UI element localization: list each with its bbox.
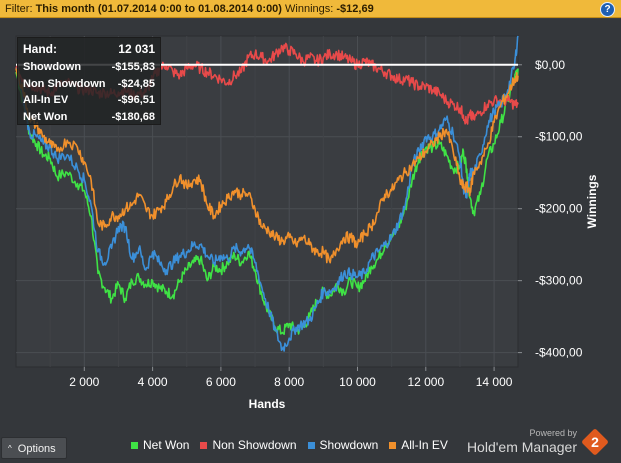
tooltip-row: All-In EV -$96,51 [23, 92, 155, 109]
legend-swatch [131, 441, 138, 449]
tooltip-value: -$180,68 [111, 110, 155, 123]
filter-label: Filter: [5, 3, 33, 15]
legend-label: Showdown [319, 438, 379, 452]
help-icon[interactable]: ? [600, 2, 615, 17]
legend-label: Net Won [143, 438, 190, 452]
series-line-showdown [15, 35, 519, 352]
chart-legend: Net Won Non Showdown Showdown All-In EV [131, 437, 459, 453]
brand-logo: Powered by Hold'em Manager 2 [447, 428, 609, 458]
logo-number: 2 [591, 434, 599, 450]
winnings-label: Winnings: [285, 3, 334, 15]
filter-bar: Filter: This month (01.07.2014 0:00 to 0… [0, 0, 621, 18]
legend-item[interactable]: Showdown [307, 438, 379, 452]
tooltip-label: Non Showdown [23, 77, 106, 90]
tooltip-label: Hand: [23, 42, 57, 56]
x-tick-label: 14 000 [476, 375, 513, 389]
y-tick-label: -$400,00 [535, 346, 583, 360]
tooltip-label: Net Won [23, 110, 68, 123]
tooltip-value: -$24,85 [117, 77, 155, 90]
series-line-all-in-ev [15, 68, 519, 264]
tooltip-row: Showdown -$155,83 [23, 59, 155, 76]
options-button[interactable]: ^ Options [1, 437, 67, 459]
x-tick-label: 8 000 [274, 375, 304, 389]
tooltip-row: Net Won -$180,68 [23, 109, 155, 126]
x-tick-label: 10 000 [339, 375, 376, 389]
legend-label: Non Showdown [212, 438, 297, 452]
legend-item[interactable]: All-In EV [389, 438, 448, 452]
brand-name: Hold'em Manager [466, 439, 577, 455]
x-tick-label: 4 000 [138, 375, 168, 389]
powered-by-text: Powered by [529, 428, 577, 438]
filter-period[interactable]: This month (01.07.2014 0:00 to 01.08.201… [35, 3, 282, 15]
legend-swatch [307, 441, 315, 449]
tooltip-value: -$155,83 [111, 61, 155, 73]
tooltip-row: Hand: 12 031 [23, 41, 155, 59]
x-tick-label: 6 000 [206, 375, 236, 389]
x-tick-label: 2 000 [69, 375, 99, 389]
tooltip-row: Non Showdown -$24,85 [23, 76, 155, 93]
chevron-up-icon: ^ [8, 444, 12, 453]
tooltip-label: Showdown [23, 61, 82, 73]
tooltip-value: -$96,51 [117, 94, 155, 106]
tooltip-value: 12 031 [118, 42, 155, 56]
y-tick-label: $0,00 [535, 58, 565, 72]
x-tick-label: 12 000 [407, 375, 444, 389]
options-label: Options [17, 443, 56, 455]
hover-tooltip: Hand: 12 031 Showdown -$155,83 Non Showd… [17, 37, 161, 125]
tooltip-label: All-In EV [23, 94, 69, 106]
x-axis-title: Hands [249, 397, 286, 411]
legend-label: All-In EV [401, 438, 448, 452]
legend-swatch [200, 441, 208, 449]
legend-item[interactable]: Net Won [131, 438, 189, 452]
series-line-net-won [15, 68, 519, 335]
y-tick-label: -$300,00 [535, 274, 583, 288]
y-tick-label: -$200,00 [535, 202, 583, 216]
legend-swatch [389, 441, 397, 449]
y-axis-title: Winnings [585, 174, 599, 228]
y-tick-label: -$100,00 [535, 130, 583, 144]
winnings-value: -$12,69 [336, 3, 374, 15]
legend-item[interactable]: Non Showdown [200, 438, 297, 452]
